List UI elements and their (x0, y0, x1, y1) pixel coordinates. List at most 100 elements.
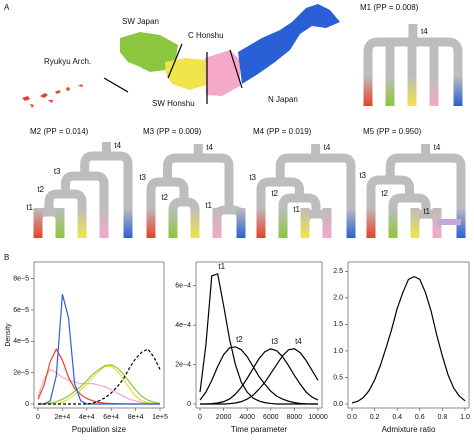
map-label: C Honshu (188, 31, 224, 40)
plot-frame (347, 261, 470, 409)
node-label: t3 (139, 173, 146, 182)
density-line (38, 294, 160, 405)
y-tick-label: 2e−4 (175, 361, 191, 368)
x-tick-label: 1e+5 (152, 414, 168, 421)
node-label: t1 (26, 203, 33, 212)
node-label: t3 (249, 173, 256, 182)
x-tick-label: 4000 (239, 414, 255, 421)
y-tick-label: 4e−5 (13, 338, 29, 345)
density-line (38, 348, 161, 405)
branch (275, 144, 356, 208)
density-line (200, 348, 319, 405)
x-tick-label: 0.6 (415, 414, 425, 421)
node-label: t3 (359, 171, 366, 180)
node-label: t4 (434, 143, 441, 152)
curve-label: t2 (236, 335, 243, 344)
y-tick-label: 1.0 (333, 348, 343, 355)
node-label: t2 (37, 185, 44, 194)
branch (366, 175, 414, 208)
curve-label: t4 (295, 337, 302, 346)
density-line (199, 273, 318, 405)
x-axis-label: Population size (72, 425, 127, 434)
branch (80, 142, 133, 208)
node-label: t2 (381, 189, 388, 198)
node-label: t4 (114, 141, 121, 150)
curve-label: t3 (271, 337, 278, 346)
y-tick-label: 0 (187, 401, 191, 408)
density-line (199, 346, 318, 405)
model-title: M1 (PP = 0.008) (360, 3, 419, 12)
density-line (38, 365, 160, 405)
map-label: SW Honshu (152, 99, 195, 108)
y-tick-label: 8e−5 (13, 275, 29, 282)
branch (61, 171, 109, 208)
branch (44, 189, 87, 212)
y-tick-label: 1.5 (333, 321, 343, 328)
x-axis-label: Time parameter (231, 425, 288, 434)
branch (256, 177, 304, 208)
node-label: t2 (271, 189, 278, 198)
map (22, 4, 340, 108)
node-label: t1 (293, 205, 300, 214)
branch (385, 144, 466, 208)
density-line (200, 348, 319, 405)
model-title: M4 (PP = 0.019) (253, 127, 312, 136)
node-label: t2 (161, 193, 168, 202)
ryukyu (22, 84, 83, 108)
x-tick-label: 0.4 (392, 414, 402, 421)
y-tick-label: 0 (25, 401, 29, 408)
density-line (37, 368, 161, 405)
c-honshu (205, 50, 240, 96)
node-label: t1 (205, 201, 212, 210)
branch (278, 193, 321, 214)
y-tick-label: 2e−5 (13, 369, 29, 376)
curve-label: t1 (218, 262, 225, 271)
x-tick-label: 8e+4 (128, 414, 144, 421)
x-tick-label: 2e+4 (55, 414, 71, 421)
map-label: Ryukyu Arch. (44, 57, 91, 66)
density-line (38, 364, 161, 405)
x-tick-label: 1.0 (460, 414, 470, 421)
y-tick-label: 2.5 (333, 268, 343, 275)
node-label: t4 (206, 143, 213, 152)
y-tick-label: 2.0 (333, 295, 343, 302)
y-tick-label: 6e−4 (175, 283, 191, 290)
x-tick-label: 8000 (287, 414, 303, 421)
branch (163, 144, 234, 210)
node-label: t1 (423, 207, 430, 216)
density-line (351, 275, 466, 404)
x-tick-label: 0.0 (347, 414, 357, 421)
x-tick-label: 4e+4 (79, 414, 95, 421)
x-tick-label: 0 (36, 414, 40, 421)
panel-label: A (4, 3, 10, 12)
branch (168, 197, 200, 211)
sw-japan (120, 32, 178, 72)
branch (388, 193, 431, 214)
y-tick-label: 0.0 (333, 401, 343, 408)
n-japan (238, 4, 340, 84)
map-label: SW Japan (122, 17, 159, 26)
y-axis-label: Density (5, 323, 12, 347)
y-tick-label: 6e−5 (13, 307, 29, 314)
x-axis-label: Admixture ratio (382, 425, 436, 434)
y-tick-label: 4e−4 (175, 322, 191, 329)
x-tick-label: 10000 (308, 414, 328, 421)
model-title: M5 (PP = 0.950) (363, 127, 422, 136)
plot-frame (195, 261, 323, 409)
node-label: t3 (54, 167, 61, 176)
y-tick-label: 0.5 (333, 374, 343, 381)
x-tick-label: 0.2 (370, 414, 380, 421)
x-tick-label: 6000 (263, 414, 279, 421)
x-tick-label: 2000 (216, 414, 232, 421)
sw-honshu (165, 58, 206, 90)
map-label: N Japan (268, 95, 298, 104)
model-title: M3 (PP = 0.009) (143, 127, 202, 136)
node-label: t4 (421, 27, 428, 36)
x-tick-label: 0.8 (438, 414, 448, 421)
node-label: t4 (324, 143, 331, 152)
branch (146, 177, 189, 208)
model-title: M2 (PP = 0.014) (30, 127, 89, 136)
x-tick-label: 0 (198, 414, 202, 421)
x-tick-label: 6e+4 (103, 414, 119, 421)
